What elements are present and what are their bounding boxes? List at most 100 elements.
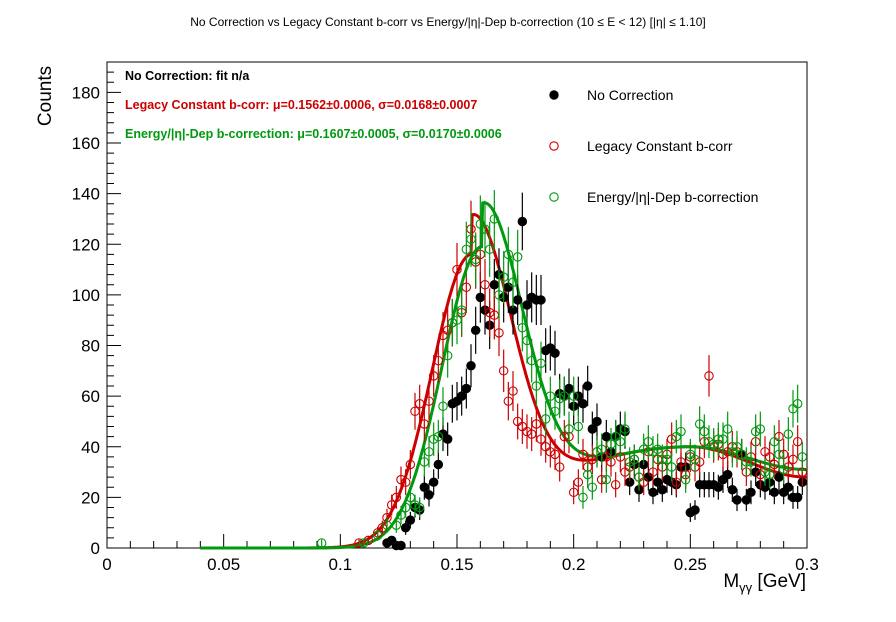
data-point <box>788 454 798 465</box>
data-point <box>601 474 612 485</box>
y-tick-label: 60 <box>81 387 100 406</box>
data-point <box>391 492 402 503</box>
y-axis-label: Counts <box>35 66 56 126</box>
data-point <box>400 522 411 533</box>
legend: No Correction Legacy Constant b-corr Ene… <box>549 87 758 205</box>
data-point <box>372 530 383 541</box>
data-point <box>489 214 500 224</box>
data-point <box>512 295 523 305</box>
data-point <box>405 459 416 470</box>
data-point <box>587 424 598 434</box>
y-tick-label: 40 <box>81 438 100 457</box>
data-point <box>405 515 416 525</box>
data-point <box>470 325 481 336</box>
data-point <box>573 477 584 487</box>
legend-label-legacy: Legacy Constant b-corr <box>587 138 733 154</box>
data-point <box>596 444 607 455</box>
data-point <box>508 386 518 396</box>
data-point <box>652 477 663 487</box>
data-point <box>522 300 532 310</box>
data-point <box>428 477 439 487</box>
data-point <box>480 279 490 290</box>
data-point <box>769 487 780 498</box>
data-point <box>792 398 803 409</box>
data-point <box>587 482 598 492</box>
legend-marker-no-correction <box>549 90 559 100</box>
annotation-legacy: Legacy Constant b-corr: μ=0.1562±0.0006,… <box>125 98 477 112</box>
y-tick-label: 140 <box>72 185 100 204</box>
data-point <box>568 391 579 401</box>
data-point <box>676 426 686 437</box>
data-point <box>554 462 565 472</box>
data-point <box>503 249 514 260</box>
y-tick-label: 120 <box>72 235 100 254</box>
data-point <box>797 452 808 462</box>
data-point <box>746 487 756 498</box>
data-point <box>643 472 654 482</box>
legend-marker-legacy <box>549 141 559 151</box>
data-point <box>774 449 784 460</box>
x-tick-label: 0.2 <box>562 555 586 574</box>
data-point <box>578 398 588 409</box>
fit-annotations: No Correction: fit n/a Legacy Constant b… <box>125 69 502 141</box>
data-point <box>629 454 640 465</box>
x-tick-label: 0.05 <box>207 555 240 574</box>
data-point <box>783 482 794 492</box>
data-point <box>498 366 509 376</box>
data-point <box>778 464 789 475</box>
x-axis-label-sub: γγ <box>739 580 753 595</box>
data-point <box>442 350 453 361</box>
data-point <box>727 485 738 495</box>
data-point <box>564 383 574 394</box>
data-point <box>414 398 425 409</box>
data-point <box>461 383 472 394</box>
y-axis: 0 20 40 60 80 100 120 140 160 180 <box>72 71 121 558</box>
data-point <box>550 348 560 358</box>
data-points <box>316 190 808 551</box>
data-point <box>316 538 327 548</box>
data-point <box>494 328 504 338</box>
data-point <box>592 416 602 427</box>
data-point <box>456 391 467 401</box>
data-point <box>531 381 542 391</box>
fit-curve <box>200 201 807 550</box>
y-tick-label: 80 <box>81 337 100 356</box>
y-tick-label: 160 <box>72 134 100 153</box>
data-point <box>582 469 593 480</box>
data-point <box>713 482 724 492</box>
y-tick-label: 20 <box>81 488 100 507</box>
legend-marker-energy-eta <box>549 192 559 202</box>
x-tick-label: 0.1 <box>329 555 353 574</box>
data-point <box>433 459 444 470</box>
x-axis-label-main: M <box>723 571 739 592</box>
data-point <box>732 495 742 505</box>
data-point <box>526 355 537 366</box>
data-point <box>671 477 682 487</box>
data-point <box>382 520 392 530</box>
data-point <box>424 396 434 406</box>
data-point <box>559 391 570 401</box>
data-point <box>358 538 369 548</box>
data-point <box>783 429 794 439</box>
data-point <box>755 424 766 434</box>
data-point <box>680 474 691 485</box>
chart-title: No Correction vs Legacy Constant b-corr … <box>190 15 706 29</box>
data-point <box>424 490 434 500</box>
data-point <box>442 434 453 444</box>
x-axis-label-unit: [GeV] <box>752 571 806 592</box>
y-tick-label: 100 <box>72 286 100 305</box>
x-tick-label: 0.15 <box>440 555 473 574</box>
data-point <box>620 424 630 434</box>
x-tick-label: 0.25 <box>674 555 707 574</box>
data-point <box>536 358 546 368</box>
data-point <box>690 505 700 515</box>
data-point <box>391 520 402 530</box>
data-point <box>414 502 425 513</box>
data-point <box>475 292 486 303</box>
y-tick-label: 0 <box>91 539 100 558</box>
data-point <box>489 279 500 290</box>
data-point <box>419 419 430 429</box>
annotation-no-correction: No Correction: fit n/a <box>125 69 250 83</box>
x-axis: 0 0.05 0.1 0.15 0.2 0.25 0.3 <box>102 534 819 574</box>
